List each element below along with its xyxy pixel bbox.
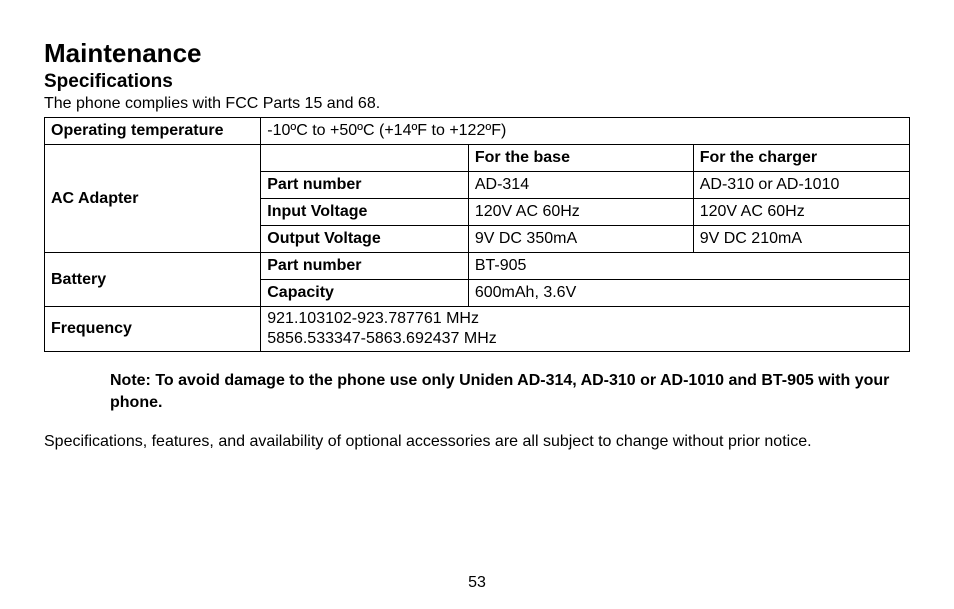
table-row: Battery Part number BT-905	[45, 253, 910, 280]
page-number: 53	[0, 574, 954, 592]
table-row: Operating temperature -10ºC to +50ºC (+1…	[45, 118, 910, 145]
table-row: AC Adapter For the base For the charger	[45, 145, 910, 172]
ac-part-number-label: Part number	[261, 172, 469, 199]
ac-part-base: AD-314	[468, 172, 693, 199]
heading-specifications: Specifications	[44, 71, 910, 93]
frequency-label: Frequency	[45, 307, 261, 352]
operating-temp-label: Operating temperature	[45, 118, 261, 145]
capacity-value: 600mAh, 3.6V	[468, 280, 909, 307]
input-voltage-charger: 120V AC 60Hz	[693, 199, 909, 226]
ac-adapter-label: AC Adapter	[45, 145, 261, 253]
heading-maintenance: Maintenance	[44, 38, 910, 69]
note-text: Note: To avoid damage to the phone use o…	[110, 370, 910, 413]
input-voltage-base: 120V AC 60Hz	[468, 199, 693, 226]
output-voltage-base: 9V DC 350mA	[468, 226, 693, 253]
table-row: Frequency 921.103102-923.787761 MHz 5856…	[45, 307, 910, 352]
page: Maintenance Specifications The phone com…	[0, 0, 954, 453]
ac-part-charger: AD-310 or AD-1010	[693, 172, 909, 199]
frequency-value: 921.103102-923.787761 MHz 5856.533347-58…	[261, 307, 910, 352]
frequency-line-2: 5856.533347-5863.692437 MHz	[267, 330, 497, 347]
header-for-base: For the base	[468, 145, 693, 172]
battery-part-value: BT-905	[468, 253, 909, 280]
battery-part-number-label: Part number	[261, 253, 469, 280]
operating-temp-value: -10ºC to +50ºC (+14ºF to +122ºF)	[261, 118, 910, 145]
header-for-charger: For the charger	[693, 145, 909, 172]
input-voltage-label: Input Voltage	[261, 199, 469, 226]
intro-text: The phone complies with FCC Parts 15 and…	[44, 95, 910, 113]
output-voltage-charger: 9V DC 210mA	[693, 226, 909, 253]
output-voltage-label: Output Voltage	[261, 226, 469, 253]
specifications-table: Operating temperature -10ºC to +50ºC (+1…	[44, 117, 910, 352]
empty-cell	[261, 145, 469, 172]
capacity-label: Capacity	[261, 280, 469, 307]
battery-label: Battery	[45, 253, 261, 307]
frequency-line-1: 921.103102-923.787761 MHz	[267, 310, 479, 327]
disclaimer-text: Specifications, features, and availabili…	[44, 431, 910, 453]
